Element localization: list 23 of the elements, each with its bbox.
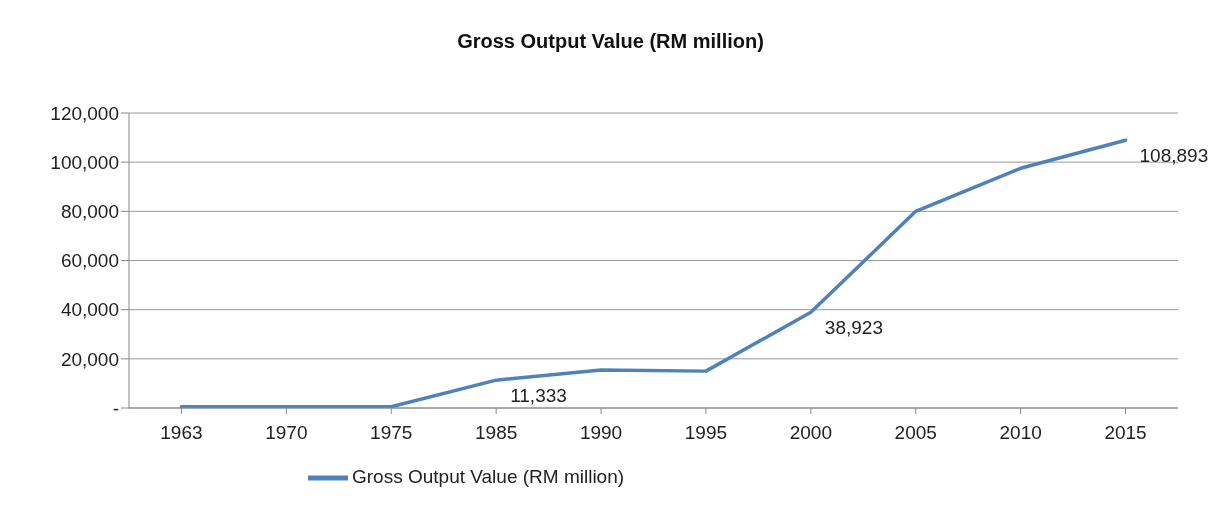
data-label: 108,893: [1139, 144, 1209, 166]
chart-title: Gross Output Value (RM million): [456, 29, 765, 54]
x-tick-label: 1995: [684, 422, 728, 444]
y-tick-label: 20,000: [60, 348, 119, 370]
line-series: [179, 138, 1128, 408]
x-tick-label: 1963: [160, 422, 203, 444]
data-label: 11,333: [510, 384, 567, 406]
x-tick-label: 1985: [475, 422, 518, 444]
y-tick-label: -: [112, 397, 119, 419]
data-label: 38,923: [824, 316, 883, 338]
legend-label: Gross Output Value (RM million): [352, 466, 625, 488]
y-tick-label: 80,000: [60, 201, 119, 223]
x-tick-label: 2010: [999, 422, 1042, 444]
x-tick-label: 2005: [894, 422, 937, 444]
y-tick-label: 120,000: [50, 102, 119, 124]
y-tick-label: 40,000: [60, 299, 119, 321]
y-tick-label: 60,000: [60, 250, 119, 272]
x-tick-label: 1975: [370, 422, 413, 444]
y-tick-label: 100,000: [50, 151, 119, 173]
x-tick-label: 1990: [579, 422, 623, 444]
x-tick-label: 2000: [789, 422, 832, 444]
x-tick-label: 2015: [1104, 422, 1147, 444]
x-tick-label: 1970: [265, 422, 308, 444]
